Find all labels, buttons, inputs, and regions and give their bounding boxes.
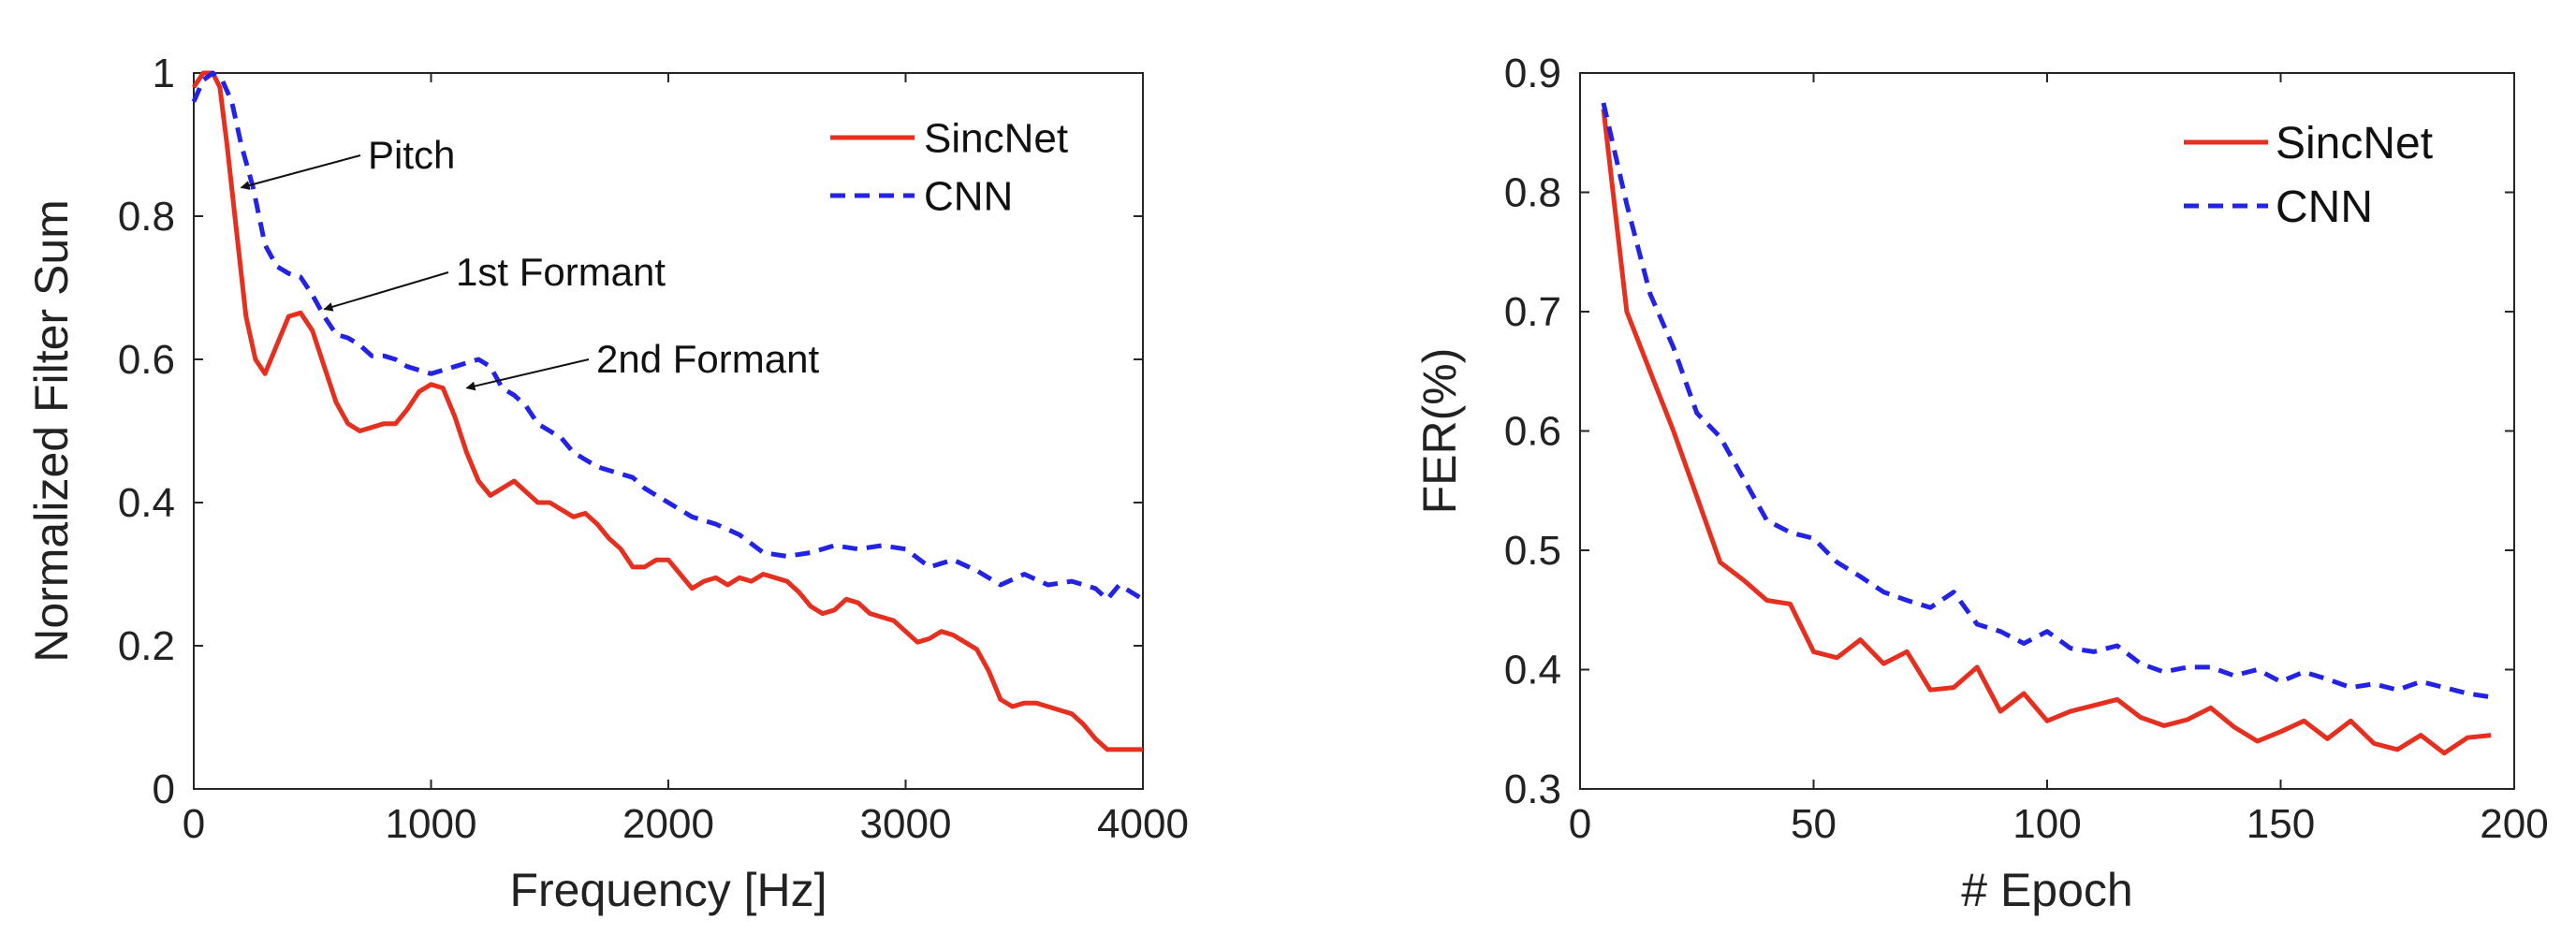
annotation-label: 2nd Formant bbox=[596, 337, 819, 381]
series-line-cnn bbox=[191, 70, 1145, 602]
y-tick-label: 0.4 bbox=[118, 480, 175, 526]
x-tick-label: 50 bbox=[1791, 801, 1837, 847]
x-tick-label: 0 bbox=[183, 801, 205, 847]
series-line-sincnet bbox=[1601, 109, 2492, 756]
x-tick-label: 150 bbox=[2247, 801, 2315, 847]
y-tick-label: 0.6 bbox=[118, 337, 175, 383]
annotation-label: Pitch bbox=[368, 133, 455, 177]
x-tick-label: 0 bbox=[1569, 801, 1591, 847]
legend-label-sincnet: SincNet bbox=[2276, 119, 2433, 168]
y-tick-label: 0.2 bbox=[118, 623, 175, 669]
x-axis-label: # Epoch bbox=[1961, 864, 2132, 916]
y-tick-label: 1 bbox=[153, 51, 175, 96]
y-tick-label: 0.4 bbox=[1504, 648, 1561, 693]
x-tick-label: 4000 bbox=[1097, 801, 1189, 847]
y-axis-label: Normalized Filter Sum bbox=[25, 199, 78, 663]
legend-label-sincnet: SincNet bbox=[924, 115, 1068, 161]
x-tick-label: 200 bbox=[2480, 801, 2548, 847]
annotation-arrow bbox=[465, 358, 590, 391]
fer-epoch-chart: 0 50 100 150 200 0.3 0.4 0.5 0.6 0.7 0.8 0.9 # Epoch… bbox=[1413, 51, 2549, 916]
y-tick-label: 0.3 bbox=[1504, 766, 1561, 812]
series-line-cnn bbox=[1601, 102, 2492, 700]
legend-label-cnn: CNN bbox=[924, 173, 1013, 219]
annotation-arrow bbox=[240, 154, 361, 190]
x-axis-label: Frequency [Hz] bbox=[509, 864, 827, 916]
x-tick-label: 100 bbox=[2012, 801, 2081, 847]
y-tick-label: 0.9 bbox=[1504, 51, 1561, 96]
y-tick-label: 0.8 bbox=[1504, 170, 1561, 216]
y-tick-label: 0 bbox=[153, 766, 175, 812]
y-axis-label: FER(%) bbox=[1413, 348, 1466, 515]
annotation-arrow bbox=[323, 271, 449, 312]
annotation-label: 1st Formant bbox=[456, 250, 666, 294]
y-tick-label: 0.8 bbox=[118, 194, 175, 240]
y-tick-label: 0.6 bbox=[1504, 409, 1561, 455]
y-tick-label: 0.5 bbox=[1504, 528, 1561, 574]
x-tick-label: 2000 bbox=[622, 801, 714, 847]
legend-label-cnn: CNN bbox=[2276, 182, 2373, 232]
y-tick-label: 0.7 bbox=[1504, 289, 1561, 335]
x-tick-label: 3000 bbox=[860, 801, 952, 847]
x-tick-label: 1000 bbox=[386, 801, 477, 847]
plot-area-frame bbox=[1579, 72, 2515, 790]
series-line-sincnet bbox=[191, 70, 1143, 752]
filter-sum-chart: 0 1000 2000 3000 4000 0 0.2 0.4 0.6 0.8 1 Frequency… bbox=[25, 51, 1189, 916]
